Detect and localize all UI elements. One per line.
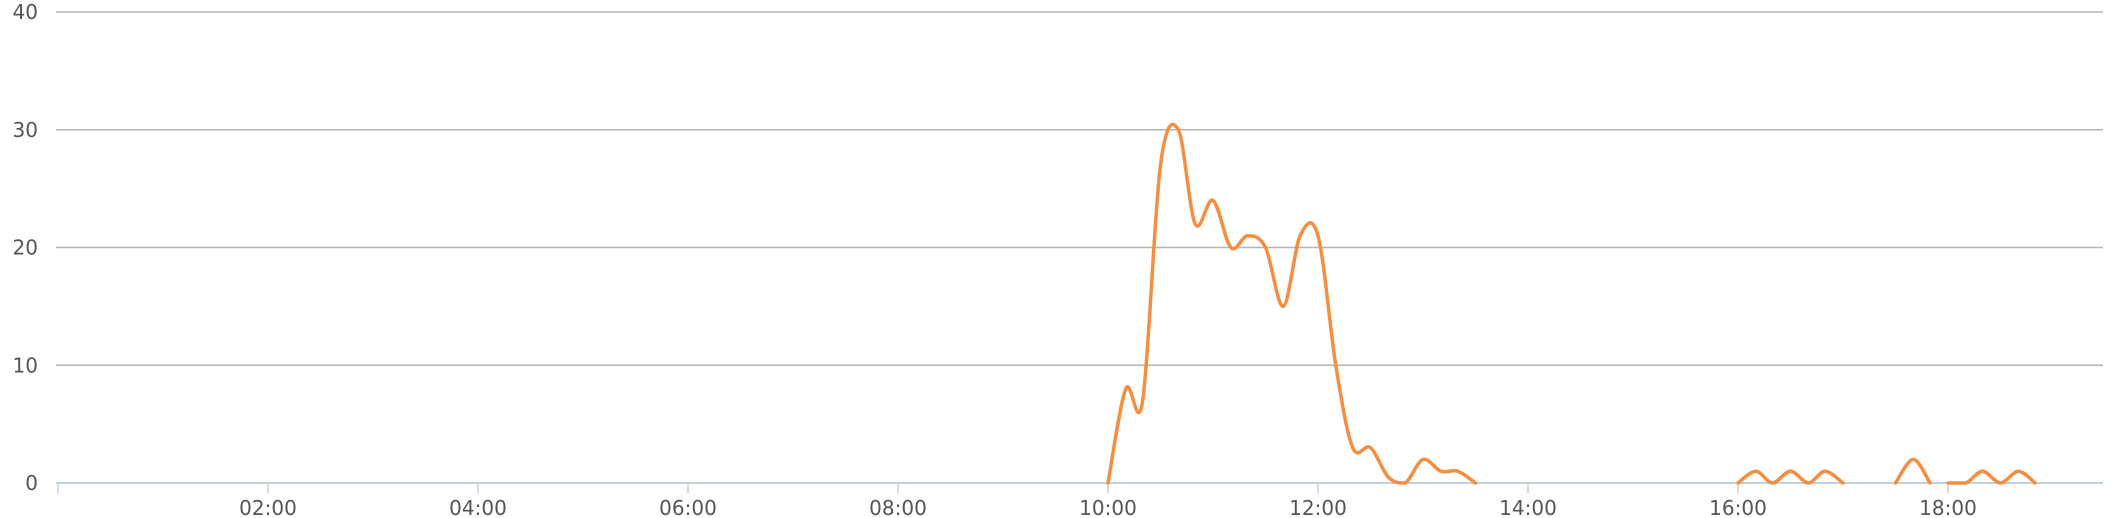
- gridlines: [56, 11, 2103, 366]
- y-axis-tick-labels: 0 10 20 30 40: [13, 0, 38, 495]
- x-tick-label: 14:00: [1499, 496, 1557, 518]
- x-axis-ticks: 02:00 04:00 06:00 08:00 10:00 12:00 14:00 16:00…: [57, 483, 1977, 518]
- series-line: [1946, 469, 2037, 485]
- x-tick-label: 12:00: [1289, 496, 1347, 518]
- y-tick-label: 30: [13, 118, 38, 142]
- series-lines: [1106, 122, 2037, 485]
- y-tick-label: 40: [13, 0, 38, 24]
- x-tick-label: 04:00: [449, 496, 507, 518]
- y-tick-label: 10: [13, 353, 38, 377]
- y-tick-label: 0: [25, 471, 38, 495]
- series-line: [1736, 469, 1845, 485]
- series-line: [1893, 457, 1932, 485]
- x-tick-label: 16:00: [1709, 496, 1767, 518]
- series-line: [1106, 122, 1478, 485]
- x-tick-label: 10:00: [1079, 496, 1137, 518]
- x-tick-label: 18:00: [1919, 496, 1977, 518]
- x-tick-label: 06:00: [659, 496, 717, 518]
- x-tick-label: 08:00: [869, 496, 927, 518]
- x-tick-label: 02:00: [239, 496, 297, 518]
- y-tick-label: 20: [13, 236, 38, 260]
